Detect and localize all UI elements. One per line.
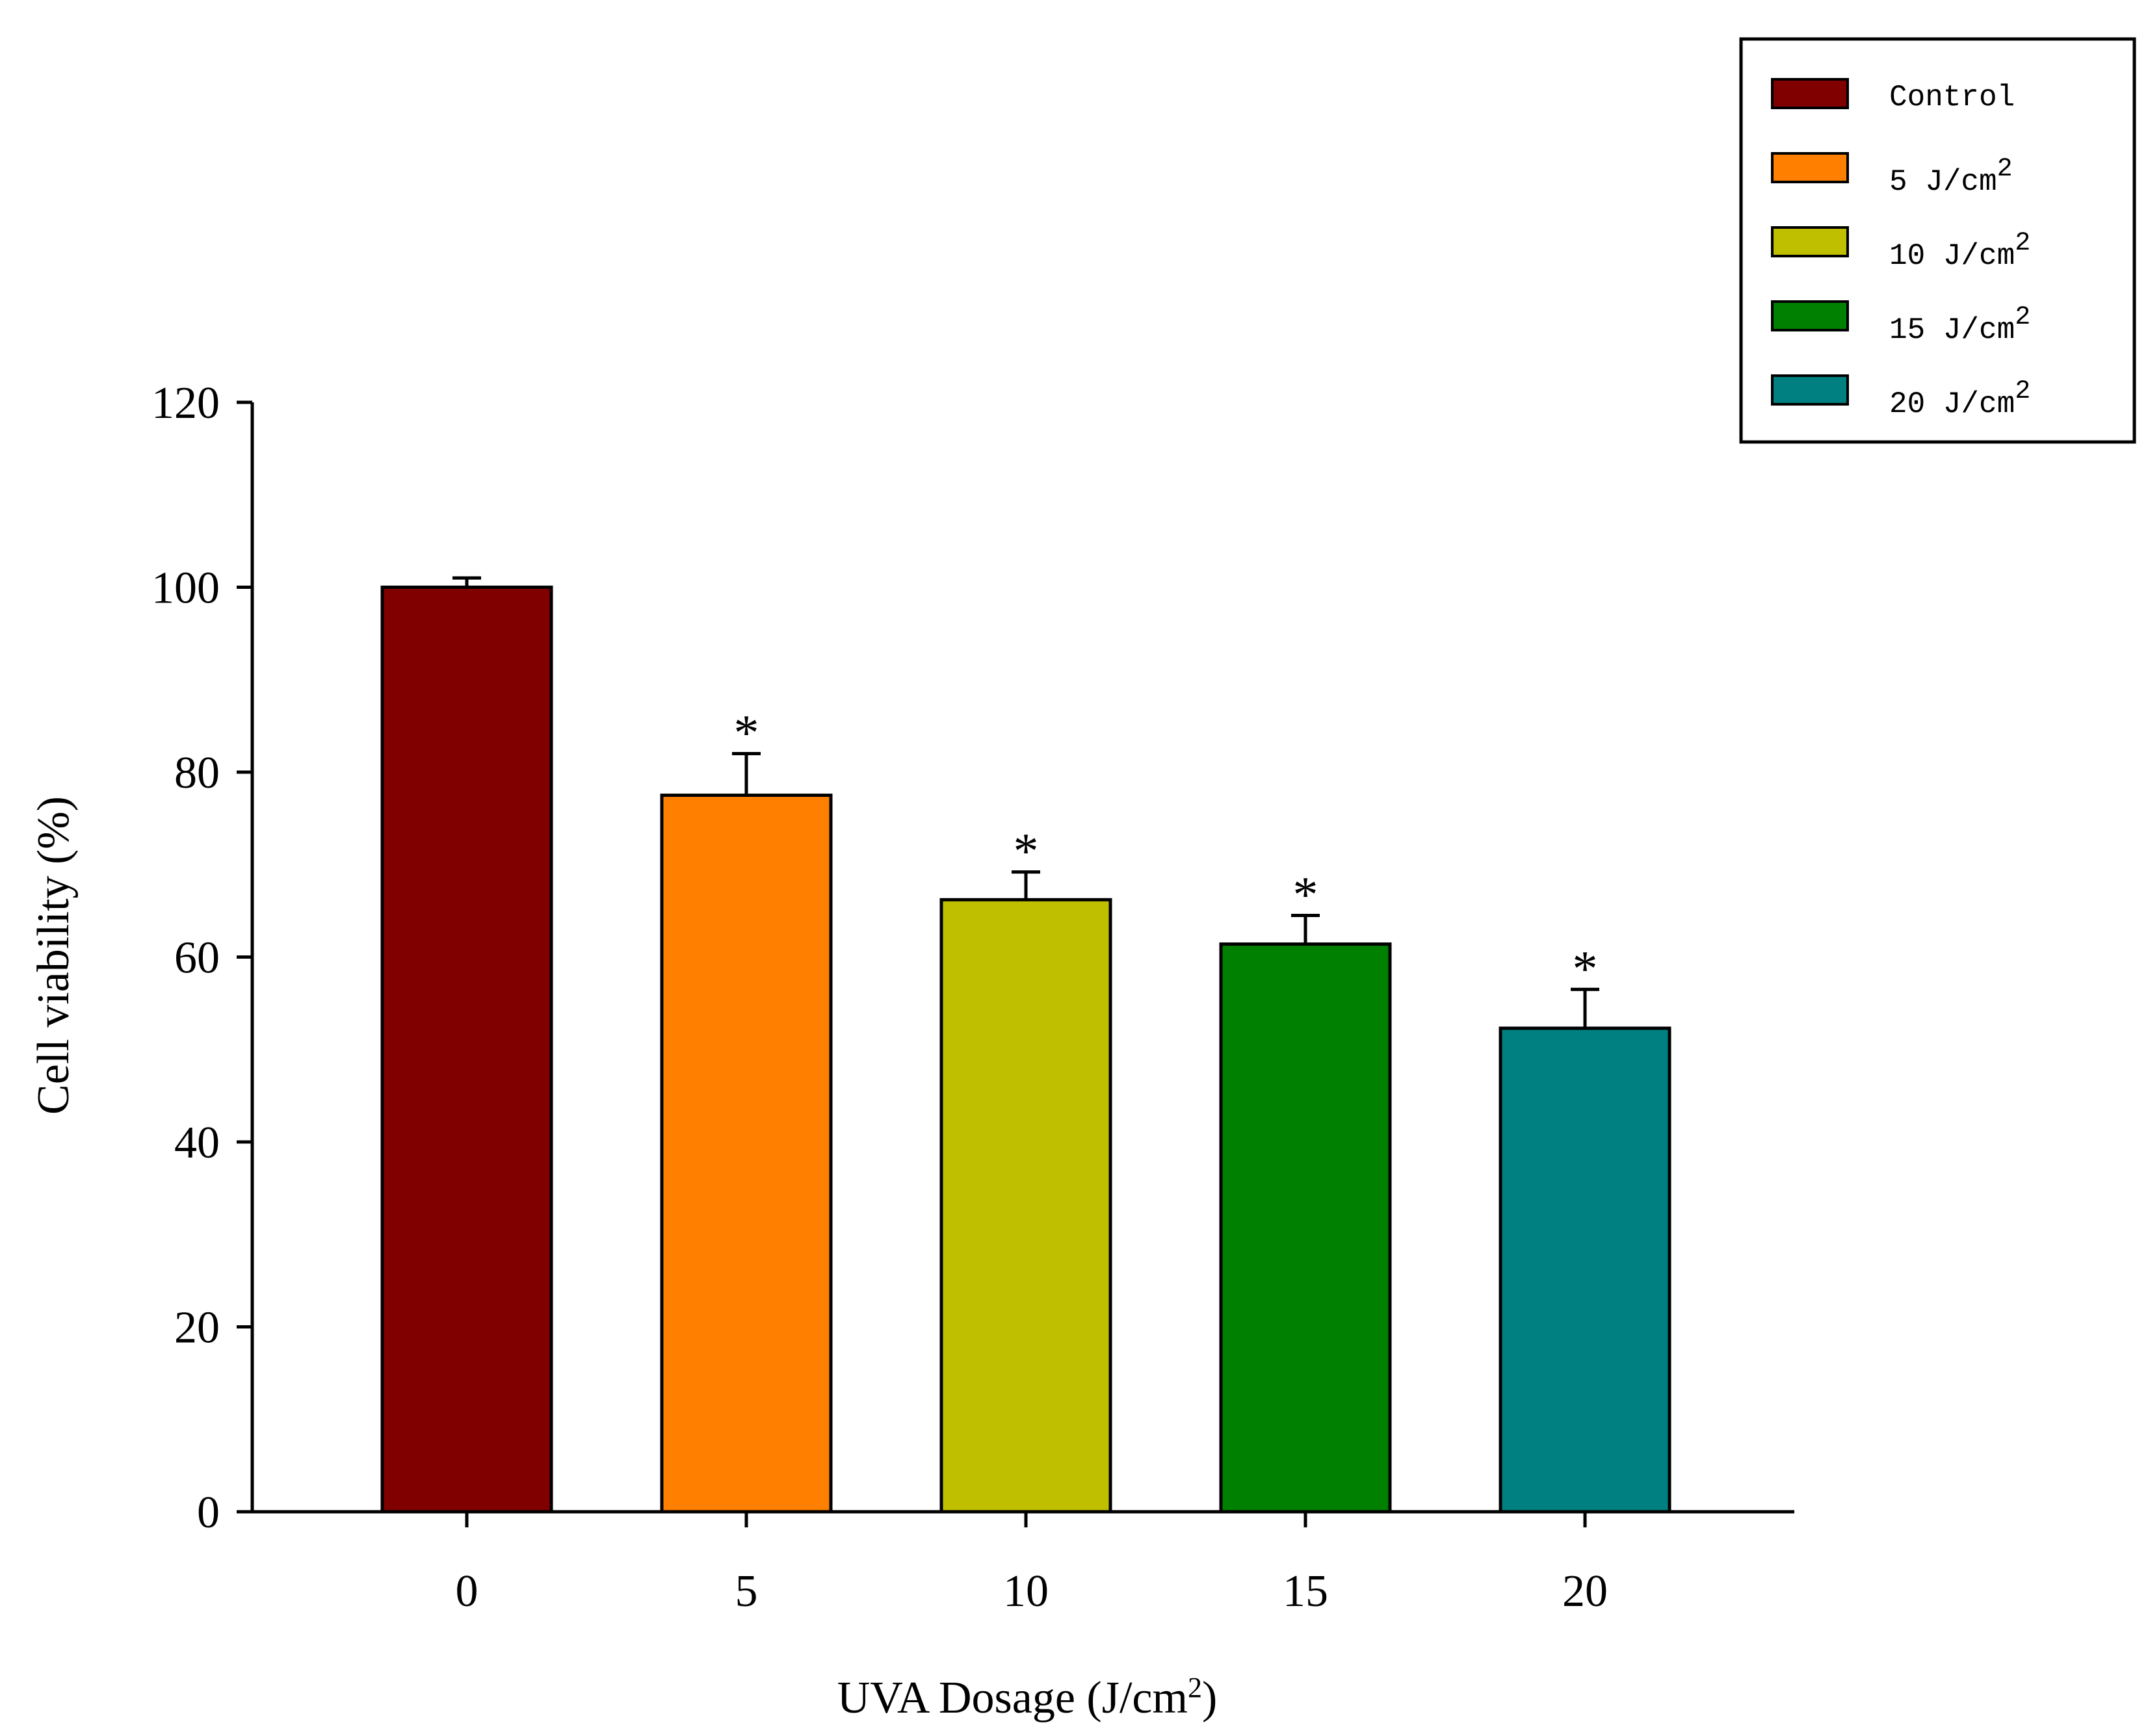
x-tick-label: 5 <box>735 1566 758 1616</box>
legend-label: Control <box>1889 81 2015 114</box>
x-axis-title: UVA Dosage (J/cm2) <box>837 1672 1218 1724</box>
significance-marker: * <box>1573 940 1598 996</box>
legend-label: 20 J/cm2 <box>1889 377 2030 422</box>
bar <box>939 898 1112 1514</box>
bar <box>1219 942 1392 1514</box>
x-tick-label: 10 <box>1003 1566 1049 1616</box>
axes: 0 20 40 60 80 100 120 0 5 10 15 20 <box>151 378 1794 1616</box>
significance-marker: * <box>734 705 759 761</box>
y-tick-label: 0 <box>197 1488 220 1538</box>
legend-swatch <box>1771 152 1849 183</box>
legend-swatch <box>1771 374 1849 406</box>
legend-label: 10 J/cm2 <box>1889 229 2030 274</box>
legend-swatch <box>1771 226 1849 257</box>
legend-label: 15 J/cm2 <box>1889 303 2030 348</box>
y-axis-title: Cell viability (%) <box>29 796 79 1115</box>
legend: Control 5 J/cm2 10 J/cm2 15 J/cm2 20 J/cm2 <box>1739 37 2136 444</box>
y-tick-label: 100 <box>151 564 220 614</box>
y-tick-label: 120 <box>151 378 220 428</box>
y-tick-label: 20 <box>174 1303 220 1353</box>
significance-marker: * <box>1293 866 1318 922</box>
x-tick-label: 15 <box>1283 1566 1328 1616</box>
y-tick-label: 80 <box>174 748 220 798</box>
y-tick-label: 60 <box>174 933 220 983</box>
legend-label: 5 J/cm2 <box>1889 155 2013 200</box>
legend-swatch <box>1771 78 1849 109</box>
bar <box>380 586 553 1514</box>
bars: * * * * <box>380 576 1671 1514</box>
x-tick-label: 20 <box>1562 1566 1608 1616</box>
significance-marker: * <box>1014 823 1039 879</box>
x-tick-label: 0 <box>456 1566 478 1616</box>
legend-swatch <box>1771 300 1849 331</box>
bar <box>660 794 833 1514</box>
y-tick-label: 40 <box>174 1118 220 1168</box>
bar <box>1499 1026 1671 1514</box>
